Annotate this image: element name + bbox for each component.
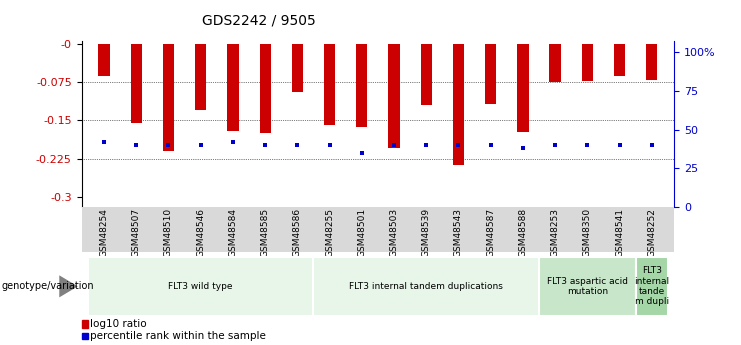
- Bar: [421, 44, 432, 105]
- Text: percentile rank within the sample: percentile rank within the sample: [90, 331, 266, 341]
- Bar: [163, 44, 174, 151]
- Text: genotype/variation: genotype/variation: [1, 282, 94, 291]
- Bar: [99, 44, 110, 76]
- Bar: [388, 44, 399, 148]
- FancyBboxPatch shape: [313, 257, 539, 316]
- Bar: [227, 44, 239, 130]
- Bar: [130, 44, 142, 123]
- Bar: [582, 44, 593, 81]
- Text: GDS2242 / 9505: GDS2242 / 9505: [202, 13, 316, 28]
- Bar: [453, 44, 464, 165]
- Text: GSM48254: GSM48254: [99, 208, 109, 257]
- Text: GSM48501: GSM48501: [357, 208, 366, 257]
- Bar: [614, 44, 625, 76]
- FancyBboxPatch shape: [539, 257, 636, 316]
- Bar: [646, 44, 657, 80]
- Text: GSM48586: GSM48586: [293, 208, 302, 257]
- Text: FLT3 aspartic acid
mutation: FLT3 aspartic acid mutation: [547, 277, 628, 296]
- Bar: [550, 44, 561, 82]
- Text: GSM48546: GSM48546: [196, 208, 205, 257]
- FancyBboxPatch shape: [636, 257, 668, 316]
- Text: GSM48584: GSM48584: [228, 208, 237, 257]
- Text: GSM48587: GSM48587: [486, 208, 495, 257]
- FancyBboxPatch shape: [88, 257, 313, 316]
- Text: GSM48588: GSM48588: [519, 208, 528, 257]
- Bar: [485, 44, 496, 104]
- Text: GSM48503: GSM48503: [390, 208, 399, 257]
- Bar: [259, 44, 270, 133]
- Bar: [324, 44, 335, 126]
- Text: FLT3 wild type: FLT3 wild type: [168, 282, 233, 291]
- Bar: [517, 44, 528, 131]
- Text: GSM48350: GSM48350: [583, 208, 592, 257]
- Text: GSM48543: GSM48543: [454, 208, 463, 257]
- Polygon shape: [59, 275, 78, 297]
- Text: GSM48510: GSM48510: [164, 208, 173, 257]
- Text: GSM48255: GSM48255: [325, 208, 334, 257]
- Bar: [356, 44, 368, 127]
- Text: FLT3 internal tandem duplications: FLT3 internal tandem duplications: [349, 282, 503, 291]
- Text: GSM48541: GSM48541: [615, 208, 624, 257]
- Text: GSM48253: GSM48253: [551, 208, 559, 257]
- Text: GSM48507: GSM48507: [132, 208, 141, 257]
- Bar: [292, 44, 303, 92]
- Text: GSM48585: GSM48585: [261, 208, 270, 257]
- Text: log10 ratio: log10 ratio: [90, 319, 147, 329]
- Text: GSM48252: GSM48252: [647, 208, 657, 257]
- Bar: [195, 44, 206, 110]
- Text: FLT3
internal
tande
m dupli: FLT3 internal tande m dupli: [634, 266, 669, 306]
- Bar: [82, 320, 87, 328]
- Text: GSM48539: GSM48539: [422, 208, 431, 257]
